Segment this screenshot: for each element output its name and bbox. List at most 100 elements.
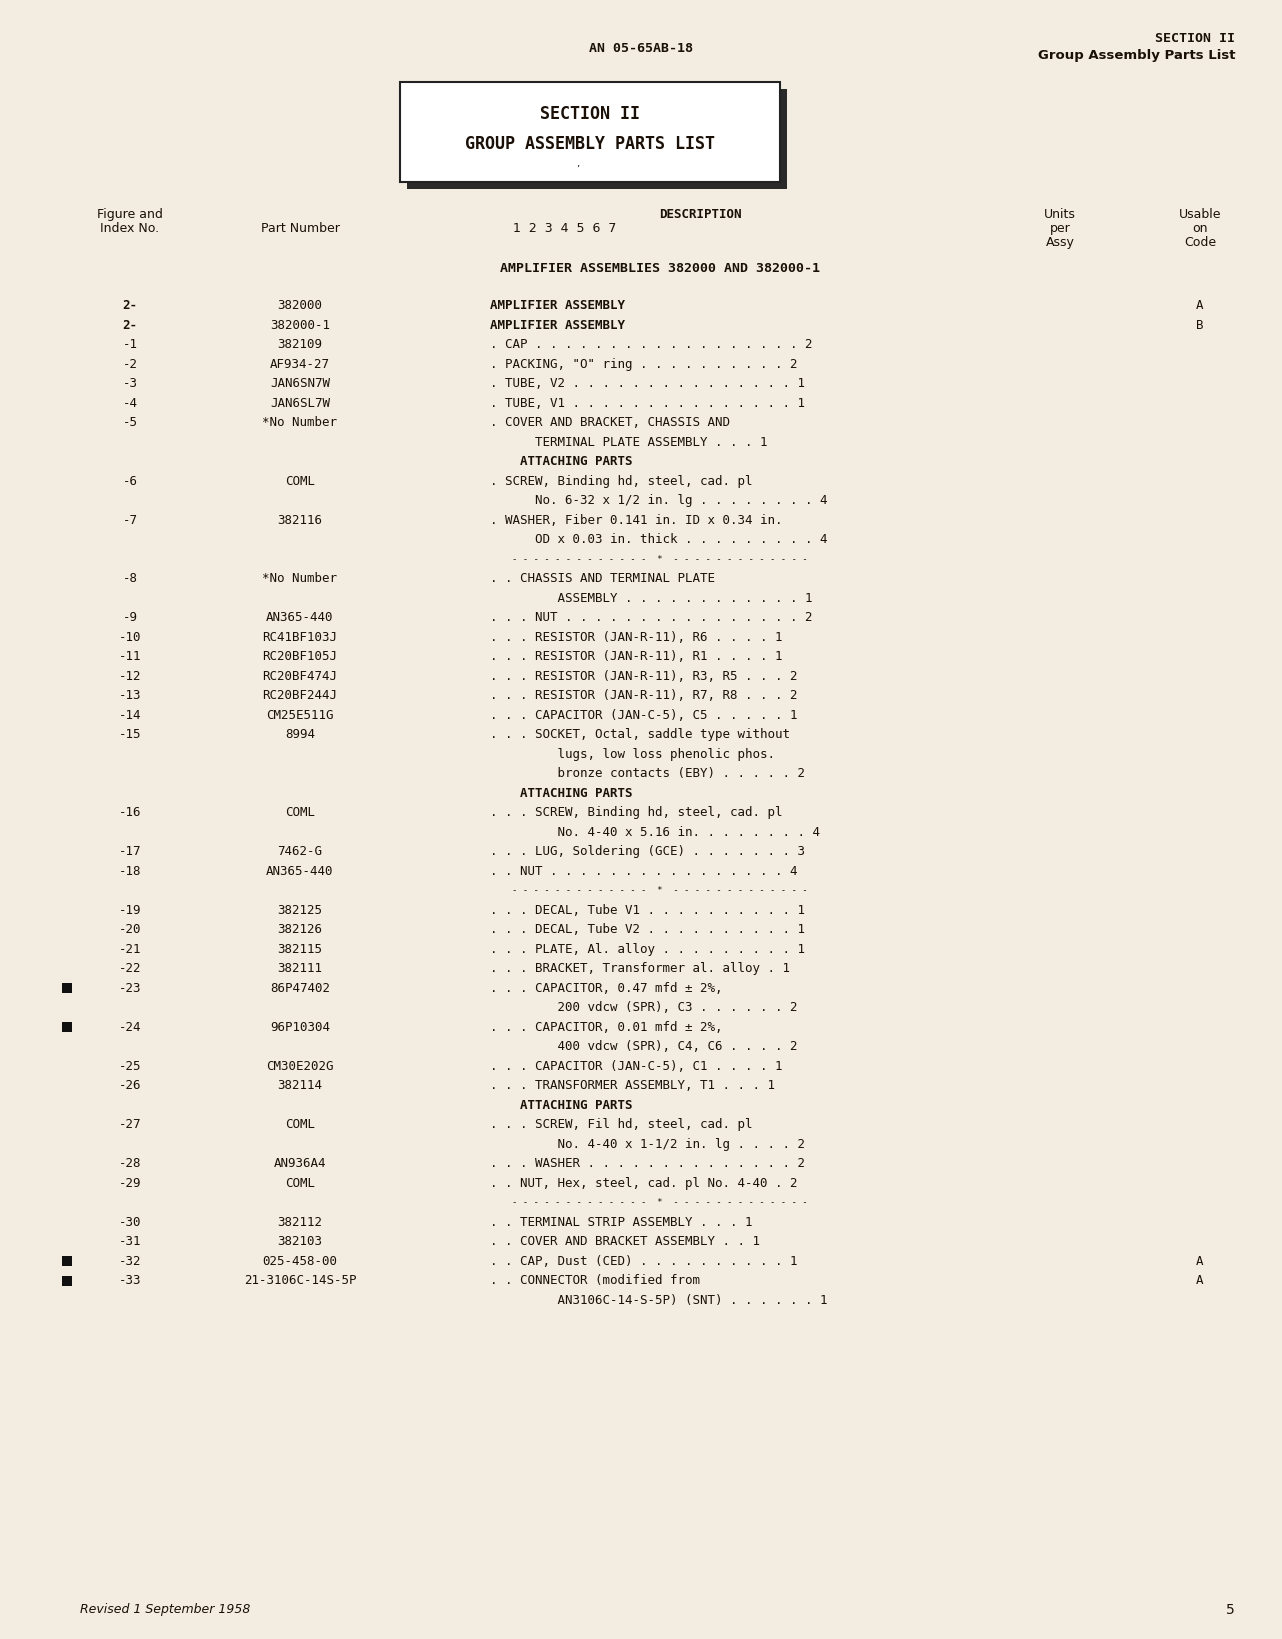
Text: . . . CAPACITOR (JAN-C-5), C1 . . . . 1: . . . CAPACITOR (JAN-C-5), C1 . . . . 1 [490,1060,782,1074]
Text: . . . SOCKET, Octal, saddle type without: . . . SOCKET, Octal, saddle type without [490,728,790,741]
Text: B: B [1196,318,1204,331]
Text: 21-3106C-14S-5P: 21-3106C-14S-5P [244,1274,356,1287]
Text: JAN6SL7W: JAN6SL7W [271,397,329,410]
Text: . . NUT, Hex, steel, cad. pl No. 4-40 . 2: . . NUT, Hex, steel, cad. pl No. 4-40 . … [490,1177,797,1190]
Text: 382103: 382103 [277,1236,323,1249]
Text: Revised 1 September 1958: Revised 1 September 1958 [79,1603,250,1616]
Text: OD x 0.03 in. thick . . . . . . . . . 4: OD x 0.03 in. thick . . . . . . . . . 4 [490,533,827,546]
Text: . . . RESISTOR (JAN-R-11), R3, R5 . . . 2: . . . RESISTOR (JAN-R-11), R3, R5 . . . … [490,670,797,683]
Text: . . CONNECTOR (modified from: . . CONNECTOR (modified from [490,1274,700,1287]
Text: COML: COML [285,1118,315,1131]
Text: 382111: 382111 [277,962,323,975]
Text: -5: -5 [123,416,137,429]
Text: A: A [1196,1255,1204,1267]
Text: 382000-1: 382000-1 [271,318,329,331]
Text: 382114: 382114 [277,1078,323,1092]
Text: -11: -11 [119,651,141,664]
Text: . TUBE, V1 . . . . . . . . . . . . . . . 1: . TUBE, V1 . . . . . . . . . . . . . . .… [490,397,805,410]
Text: JAN6SN7W: JAN6SN7W [271,377,329,390]
Text: ASSEMBLY . . . . . . . . . . . . 1: ASSEMBLY . . . . . . . . . . . . 1 [490,592,813,605]
Text: CM30E202G: CM30E202G [267,1060,333,1074]
Text: A: A [1196,300,1204,313]
Text: -27: -27 [119,1118,141,1131]
Text: . . . CAPACITOR (JAN-C-5), C5 . . . . . 1: . . . CAPACITOR (JAN-C-5), C5 . . . . . … [490,708,797,721]
Text: bronze contacts (EBY) . . . . . 2: bronze contacts (EBY) . . . . . 2 [490,767,805,780]
Text: . . . RESISTOR (JAN-R-11), R7, R8 . . . 2: . . . RESISTOR (JAN-R-11), R7, R8 . . . … [490,690,797,701]
Text: . . . PLATE, Al. alloy . . . . . . . . . 1: . . . PLATE, Al. alloy . . . . . . . . .… [490,942,805,956]
Text: . . . DECAL, Tube V2 . . . . . . . . . . 1: . . . DECAL, Tube V2 . . . . . . . . . .… [490,923,805,936]
Text: . . TERMINAL STRIP ASSEMBLY . . . 1: . . TERMINAL STRIP ASSEMBLY . . . 1 [490,1216,753,1229]
Bar [400,82,779,182]
Text: 382116: 382116 [277,513,323,526]
Text: RC20BF244J: RC20BF244J [263,690,337,701]
Text: 8994: 8994 [285,728,315,741]
Text: RC20BF105J: RC20BF105J [263,651,337,664]
Text: . . CHASSIS AND TERMINAL PLATE: . . CHASSIS AND TERMINAL PLATE [490,572,715,585]
Text: AN365-440: AN365-440 [267,865,333,879]
Text: . CAP . . . . . . . . . . . . . . . . . . 2: . CAP . . . . . . . . . . . . . . . . . … [490,338,813,351]
Text: -15: -15 [119,728,141,741]
Text: AN3106C-14-S-5P) (SNT) . . . . . . 1: AN3106C-14-S-5P) (SNT) . . . . . . 1 [490,1293,827,1306]
Text: . . . CAPACITOR, 0.01 mfd ± 2%,: . . . CAPACITOR, 0.01 mfd ± 2%, [490,1021,723,1034]
Text: . . . TRANSFORMER ASSEMBLY, T1 . . . 1: . . . TRANSFORMER ASSEMBLY, T1 . . . 1 [490,1078,776,1092]
Text: SECTION II: SECTION II [540,105,640,123]
Text: AN365-440: AN365-440 [267,611,333,624]
Text: Assy: Assy [1046,236,1074,249]
Text: . . . SCREW, Fil hd, steel, cad. pl: . . . SCREW, Fil hd, steel, cad. pl [490,1118,753,1131]
Text: No. 4-40 x 5.16 in. . . . . . . . 4: No. 4-40 x 5.16 in. . . . . . . . 4 [490,826,820,839]
Text: -12: -12 [119,670,141,683]
Text: SECTION II: SECTION II [1155,31,1235,44]
Text: 200 vdcw (SPR), C3 . . . . . . 2: 200 vdcw (SPR), C3 . . . . . . 2 [490,1001,797,1015]
Text: lugs, low loss phenolic phos.: lugs, low loss phenolic phos. [490,747,776,760]
Text: . . CAP, Dust (CED) . . . . . . . . . . 1: . . CAP, Dust (CED) . . . . . . . . . . … [490,1255,797,1267]
Text: AMPLIFIER ASSEMBLY: AMPLIFIER ASSEMBLY [490,300,626,313]
Text: ’: ’ [577,166,579,175]
Text: . WASHER, Fiber 0.141 in. ID x 0.34 in.: . WASHER, Fiber 0.141 in. ID x 0.34 in. [490,513,782,526]
Text: -33: -33 [119,1274,141,1287]
Text: 382000: 382000 [277,300,323,313]
Text: -9: -9 [123,611,137,624]
Text: AMPLIFIER ASSEMBLY: AMPLIFIER ASSEMBLY [490,318,626,331]
Text: AN936A4: AN936A4 [274,1157,326,1170]
Text: -30: -30 [119,1216,141,1229]
Text: 2-: 2- [123,300,137,313]
Text: 382126: 382126 [277,923,323,936]
Text: -31: -31 [119,1236,141,1249]
Text: Figure and: Figure and [97,208,163,221]
Text: Usable: Usable [1178,208,1222,221]
Text: COML: COML [285,475,315,488]
Text: - - - - - - - - - - - - -  *  - - - - - - - - - - - - -: - - - - - - - - - - - - - * - - - - - - … [513,887,808,895]
Text: -29: -29 [119,1177,141,1190]
Bar [62,1023,72,1033]
Text: - - - - - - - - - - - - -  *  - - - - - - - - - - - - -: - - - - - - - - - - - - - * - - - - - - … [513,1198,808,1208]
Text: TERMINAL PLATE ASSEMBLY . . . 1: TERMINAL PLATE ASSEMBLY . . . 1 [490,436,768,449]
Text: 5: 5 [1227,1603,1235,1618]
Text: ATTACHING PARTS: ATTACHING PARTS [520,456,632,469]
Text: . COVER AND BRACKET, CHASSIS AND: . COVER AND BRACKET, CHASSIS AND [490,416,729,429]
Text: -20: -20 [119,923,141,936]
Text: -4: -4 [123,397,137,410]
Text: -3: -3 [123,377,137,390]
Text: -10: -10 [119,631,141,644]
Text: . . NUT . . . . . . . . . . . . . . . . 4: . . NUT . . . . . . . . . . . . . . . . … [490,865,797,879]
Text: . . . LUG, Soldering (GCE) . . . . . . . 3: . . . LUG, Soldering (GCE) . . . . . . .… [490,846,805,859]
Text: -6: -6 [123,475,137,488]
Text: . SCREW, Binding hd, steel, cad. pl: . SCREW, Binding hd, steel, cad. pl [490,475,753,488]
Text: . TUBE, V2 . . . . . . . . . . . . . . . 1: . TUBE, V2 . . . . . . . . . . . . . . .… [490,377,805,390]
Text: -16: -16 [119,806,141,820]
Text: - - - - - - - - - - - - -  *  - - - - - - - - - - - - -: - - - - - - - - - - - - - * - - - - - - … [513,554,808,564]
Text: 400 vdcw (SPR), C4, C6 . . . . 2: 400 vdcw (SPR), C4, C6 . . . . 2 [490,1041,797,1054]
Text: Units: Units [1044,208,1076,221]
Text: ATTACHING PARTS: ATTACHING PARTS [520,1098,632,1111]
Text: . . . SCREW, Binding hd, steel, cad. pl: . . . SCREW, Binding hd, steel, cad. pl [490,806,782,820]
Text: Part Number: Part Number [260,221,340,234]
Text: 2-: 2- [123,318,137,331]
Text: 382115: 382115 [277,942,323,956]
Text: . PACKING, "O" ring . . . . . . . . . . 2: . PACKING, "O" ring . . . . . . . . . . … [490,357,797,370]
Text: . . . WASHER . . . . . . . . . . . . . . 2: . . . WASHER . . . . . . . . . . . . . .… [490,1157,805,1170]
Text: -2: -2 [123,357,137,370]
Text: *No Number: *No Number [263,572,337,585]
Text: . . . BRACKET, Transformer al. alloy . 1: . . . BRACKET, Transformer al. alloy . 1 [490,962,790,975]
Text: -8: -8 [123,572,137,585]
Text: COML: COML [285,806,315,820]
